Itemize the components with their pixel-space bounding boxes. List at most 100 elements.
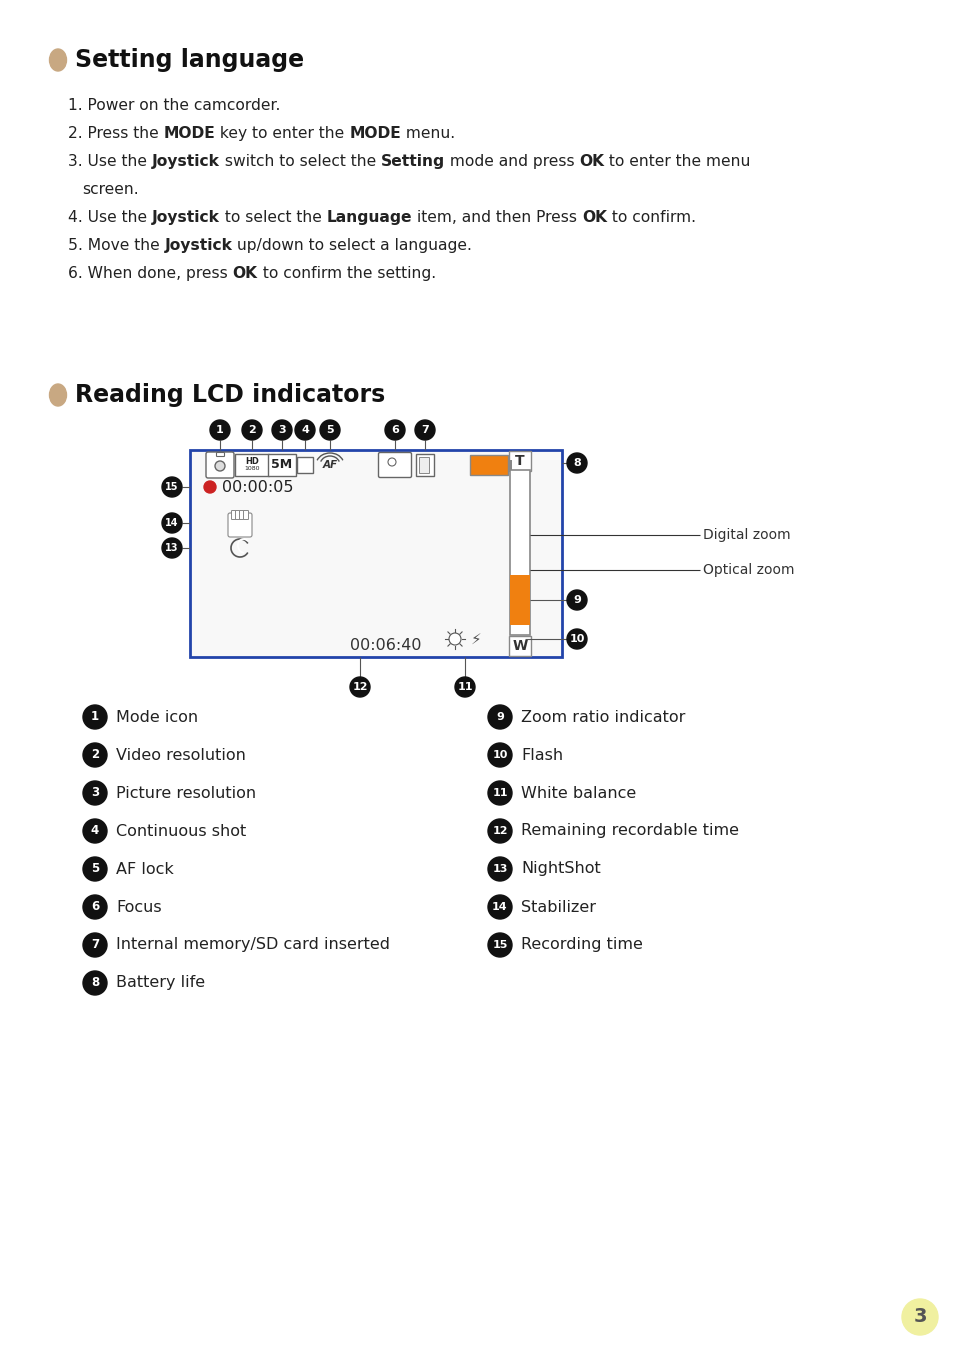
Circle shape [566,590,586,611]
Circle shape [488,705,512,729]
Circle shape [388,459,395,465]
Text: 15: 15 [492,940,507,950]
Text: item, and then Press: item, and then Press [412,210,581,225]
Circle shape [210,420,230,440]
Circle shape [294,420,314,440]
FancyBboxPatch shape [509,636,531,656]
Text: 7: 7 [91,939,99,951]
Circle shape [488,781,512,806]
Circle shape [350,677,370,697]
Text: White balance: White balance [520,785,636,800]
Text: Joystick: Joystick [152,153,219,169]
Text: OK: OK [578,153,604,169]
Text: to enter the menu: to enter the menu [604,153,750,169]
FancyBboxPatch shape [190,451,561,656]
Text: 10: 10 [492,751,507,760]
FancyBboxPatch shape [296,457,313,473]
FancyBboxPatch shape [228,512,252,537]
Text: 3: 3 [91,787,99,799]
FancyBboxPatch shape [234,455,269,476]
Text: 5. Move the: 5. Move the [68,238,165,253]
Circle shape [83,971,107,995]
Circle shape [319,420,339,440]
FancyBboxPatch shape [416,455,434,476]
Text: 2: 2 [248,425,255,434]
Text: MODE: MODE [164,126,215,141]
Text: 13: 13 [492,863,507,874]
Text: menu.: menu. [401,126,455,141]
Text: 11: 11 [456,682,473,691]
FancyBboxPatch shape [418,457,429,473]
Circle shape [83,705,107,729]
Text: Internal memory/SD card inserted: Internal memory/SD card inserted [116,937,390,952]
Text: Focus: Focus [116,900,161,915]
Text: 6. When done, press: 6. When done, press [68,266,233,281]
Text: to confirm the setting.: to confirm the setting. [257,266,436,281]
Text: Stabilizer: Stabilizer [520,900,596,915]
Text: 14: 14 [492,902,507,912]
Circle shape [566,629,586,650]
FancyBboxPatch shape [216,452,224,456]
Circle shape [385,420,405,440]
Text: 5: 5 [91,862,99,876]
Text: 9: 9 [573,594,580,605]
Text: 2. Press the: 2. Press the [68,126,164,141]
Text: Reading LCD indicators: Reading LCD indicators [75,383,385,408]
Text: 2: 2 [91,749,99,761]
Text: 1: 1 [91,710,99,724]
Text: Setting language: Setting language [75,48,304,73]
Circle shape [272,420,292,440]
FancyBboxPatch shape [243,511,248,519]
Text: 13: 13 [165,543,178,553]
Text: 3: 3 [912,1307,925,1326]
Text: 1080: 1080 [244,467,259,472]
Text: 12: 12 [352,682,367,691]
Text: 8: 8 [573,459,580,468]
Circle shape [204,482,215,494]
Text: Language: Language [326,210,412,225]
FancyBboxPatch shape [235,511,240,519]
Text: up/down to select a language.: up/down to select a language. [233,238,472,253]
FancyBboxPatch shape [232,511,236,519]
Text: NightShot: NightShot [520,862,600,877]
Text: Joystick: Joystick [152,210,219,225]
Text: 10: 10 [569,633,584,644]
Text: Remaining recordable time: Remaining recordable time [520,823,739,838]
Text: Recording time: Recording time [520,937,642,952]
Text: mode and press: mode and press [444,153,578,169]
Circle shape [83,933,107,958]
Ellipse shape [50,385,67,406]
Text: 14: 14 [165,518,178,529]
Text: Continuous shot: Continuous shot [116,823,246,838]
Text: W: W [512,639,527,654]
Text: 6: 6 [391,425,398,434]
Circle shape [214,461,225,471]
FancyBboxPatch shape [510,469,530,635]
Circle shape [162,477,182,498]
Text: 5M: 5M [272,459,293,472]
Text: 00:00:05: 00:00:05 [222,480,294,495]
Circle shape [242,420,262,440]
Text: 3: 3 [278,425,286,434]
Text: OK: OK [581,210,606,225]
Text: Optical zoom: Optical zoom [702,564,794,577]
Text: 5: 5 [326,425,334,434]
Text: 7: 7 [420,425,429,434]
Circle shape [455,677,475,697]
Text: Picture resolution: Picture resolution [116,785,255,800]
Circle shape [488,894,512,919]
Text: Joystick: Joystick [165,238,233,253]
Text: 12: 12 [492,826,507,837]
Text: switch to select the: switch to select the [219,153,380,169]
Text: HD: HD [245,457,258,467]
Text: to select the: to select the [219,210,326,225]
Text: Digital zoom: Digital zoom [702,529,790,542]
FancyBboxPatch shape [239,511,244,519]
Text: Battery life: Battery life [116,975,205,990]
FancyBboxPatch shape [206,452,233,477]
Text: T: T [515,455,524,468]
Circle shape [488,933,512,958]
Text: 4: 4 [301,425,309,434]
Text: 1. Power on the camcorder.: 1. Power on the camcorder. [68,98,280,113]
Text: Video resolution: Video resolution [116,748,246,763]
